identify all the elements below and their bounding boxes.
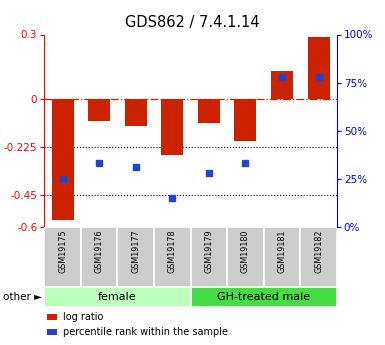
Text: other ►: other ►: [3, 292, 42, 302]
Bar: [191, 287, 337, 307]
Bar: [47, 329, 57, 335]
Bar: [88, 99, 110, 121]
Bar: [191, 227, 227, 287]
Bar: [81, 227, 117, 287]
Text: GSM19178: GSM19178: [168, 230, 177, 273]
Text: GDS862 / 7.4.1.14: GDS862 / 7.4.1.14: [125, 15, 260, 30]
Bar: [227, 227, 264, 287]
Bar: [117, 227, 154, 287]
Bar: [198, 99, 220, 123]
Bar: [52, 99, 74, 220]
Bar: [264, 227, 300, 287]
Text: GSM19176: GSM19176: [95, 230, 104, 273]
Text: GSM19181: GSM19181: [278, 230, 286, 273]
Bar: [44, 227, 81, 287]
Text: female: female: [98, 292, 137, 302]
Text: GSM19180: GSM19180: [241, 230, 250, 273]
Text: percentile rank within the sample: percentile rank within the sample: [63, 327, 228, 337]
Text: GSM19177: GSM19177: [131, 230, 140, 273]
Text: GSM19182: GSM19182: [314, 230, 323, 273]
Bar: [125, 99, 147, 126]
Bar: [154, 227, 191, 287]
Text: GSM19175: GSM19175: [58, 230, 67, 273]
Bar: [234, 99, 256, 141]
Bar: [308, 37, 330, 99]
Bar: [271, 71, 293, 99]
Text: log ratio: log ratio: [63, 312, 104, 322]
Bar: [44, 287, 191, 307]
Bar: [300, 227, 337, 287]
Bar: [47, 314, 57, 319]
Bar: [161, 99, 183, 155]
Text: GSM19179: GSM19179: [204, 230, 213, 273]
Text: GH-treated male: GH-treated male: [217, 292, 310, 302]
